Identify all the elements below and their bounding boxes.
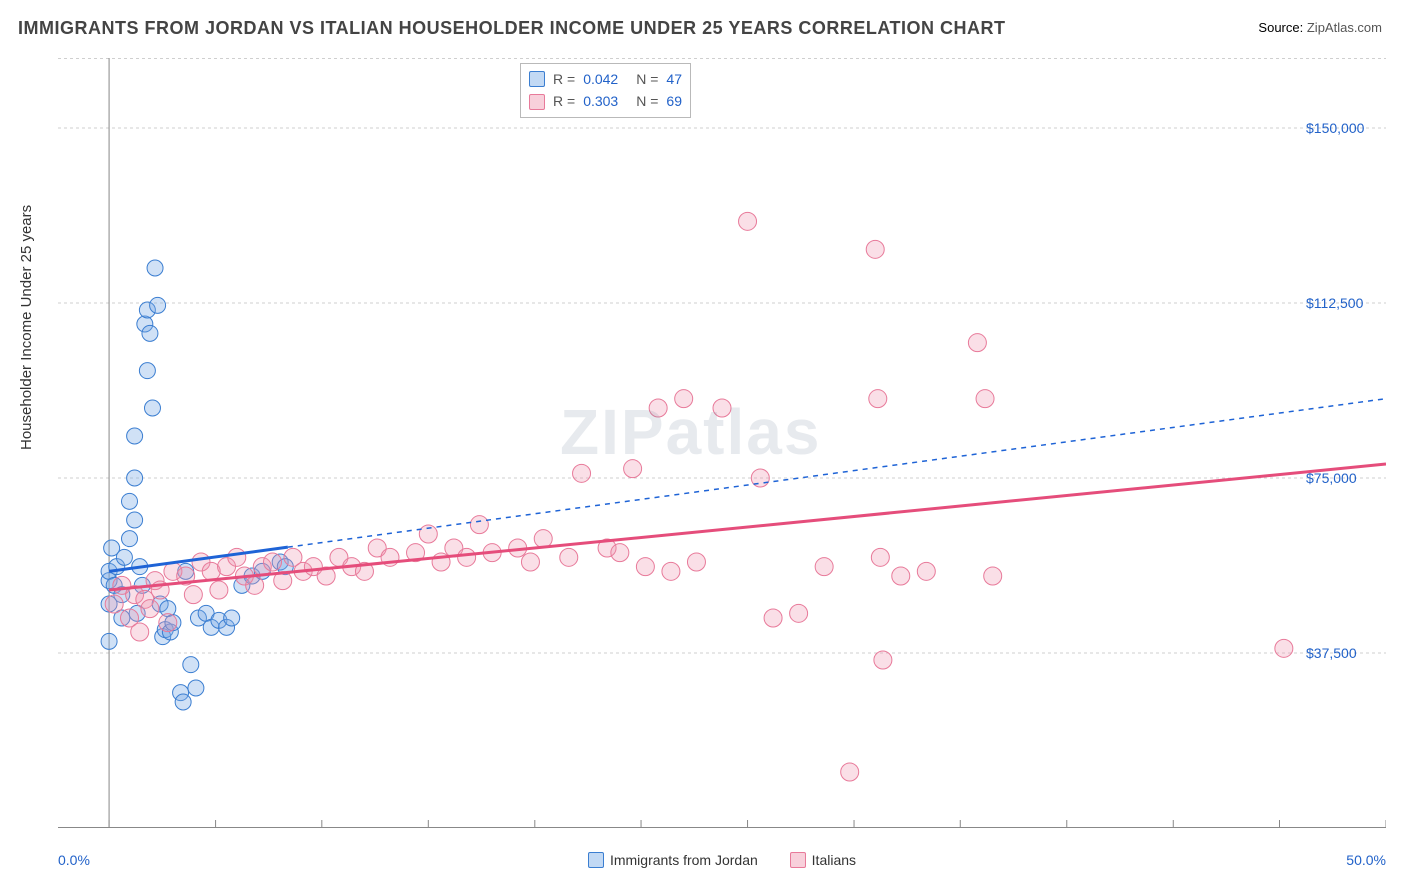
legend-label-italians: Italians [812, 852, 856, 868]
data-point [713, 399, 731, 417]
source-label: Source: [1258, 20, 1303, 35]
corr-R-label: R = [553, 90, 575, 112]
correlation-stats-box: R = 0.042 N = 47 R = 0.303 N = 69 [520, 63, 691, 118]
data-point [150, 297, 166, 313]
legend-swatch-jordan [588, 852, 604, 868]
data-point [210, 581, 228, 599]
data-point [871, 548, 889, 566]
data-point [976, 390, 994, 408]
data-point [764, 609, 782, 627]
y-axis-label: Householder Income Under 25 years [18, 205, 35, 450]
data-point [892, 567, 910, 585]
data-point [122, 493, 138, 509]
data-point [841, 763, 859, 781]
data-point [159, 614, 177, 632]
source-attribution: Source: ZipAtlas.com [1258, 20, 1382, 35]
data-point [470, 516, 488, 534]
data-point [183, 657, 199, 673]
data-point [866, 240, 884, 258]
data-point [874, 651, 892, 669]
corr-row-italians: R = 0.303 N = 69 [529, 90, 682, 112]
corr-R-italians: 0.303 [583, 90, 618, 112]
corr-N-italians: 69 [666, 90, 682, 112]
data-point [624, 460, 642, 478]
corr-N-jordan: 47 [666, 68, 682, 90]
data-point [560, 548, 578, 566]
data-point [127, 428, 143, 444]
trend-line-extension [288, 399, 1386, 547]
data-point [144, 400, 160, 416]
corr-R-label: R = [553, 68, 575, 90]
data-point [116, 549, 132, 565]
data-point [224, 610, 240, 626]
data-point [815, 558, 833, 576]
data-point [1275, 639, 1293, 657]
data-point [139, 363, 155, 379]
data-point [458, 548, 476, 566]
x-axis-max-label: 50.0% [1346, 852, 1386, 868]
data-point [636, 558, 654, 576]
data-point [246, 576, 264, 594]
data-point [662, 562, 680, 580]
data-point [141, 600, 159, 618]
trend-line [109, 464, 1386, 590]
corr-R-jordan: 0.042 [583, 68, 618, 90]
scatter-chart [58, 58, 1386, 828]
data-point [649, 399, 667, 417]
data-point [917, 562, 935, 580]
x-axis: 0.0% Immigrants from Jordan Italians 50.… [58, 852, 1386, 882]
legend-swatch-italians [790, 852, 806, 868]
data-point [675, 390, 693, 408]
data-point [105, 595, 123, 613]
data-point [142, 325, 158, 341]
corr-row-jordan: R = 0.042 N = 47 [529, 68, 682, 90]
data-point [869, 390, 887, 408]
data-point [573, 464, 591, 482]
data-point [264, 553, 282, 571]
data-point [184, 586, 202, 604]
legend-item-jordan: Immigrants from Jordan [588, 852, 758, 868]
data-point [175, 694, 191, 710]
chart-title: IMMIGRANTS FROM JORDAN VS ITALIAN HOUSEH… [18, 18, 1006, 39]
data-point [228, 548, 246, 566]
data-point [611, 544, 629, 562]
data-point [984, 567, 1002, 585]
data-point [790, 604, 808, 622]
legend-label-jordan: Immigrants from Jordan [610, 852, 758, 868]
series-legend: Immigrants from Jordan Italians [58, 852, 1386, 871]
corr-swatch-italians [529, 94, 545, 110]
data-point [188, 680, 204, 696]
data-point [534, 530, 552, 548]
data-point [101, 633, 117, 649]
corr-swatch-jordan [529, 71, 545, 87]
data-point [521, 553, 539, 571]
data-point [127, 512, 143, 528]
data-point [968, 334, 986, 352]
data-point [687, 553, 705, 571]
data-point [739, 212, 757, 230]
legend-item-italians: Italians [790, 852, 856, 868]
source-link[interactable]: ZipAtlas.com [1307, 20, 1382, 35]
corr-N-label: N = [636, 90, 658, 112]
data-point [122, 531, 138, 547]
data-point [147, 260, 163, 276]
corr-N-label: N = [636, 68, 658, 90]
data-point [127, 470, 143, 486]
data-point [131, 623, 149, 641]
